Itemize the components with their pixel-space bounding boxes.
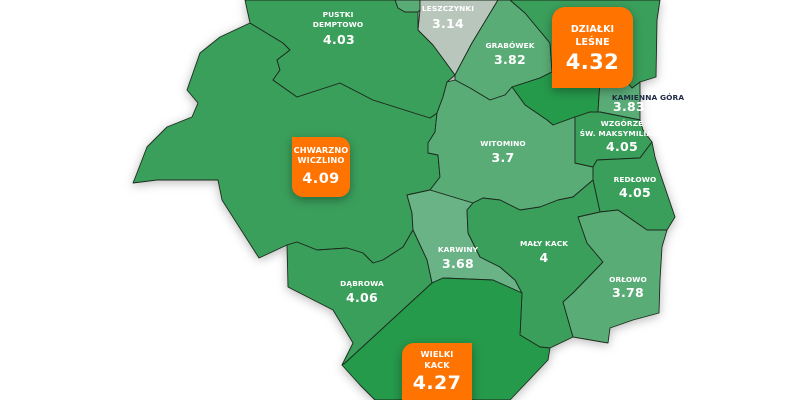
label-chwarzno-line1: CHWARZNO xyxy=(293,144,349,155)
value-maly-kack: 4 xyxy=(540,250,549,265)
value-pustki-demptowo: 4.03 xyxy=(323,32,355,47)
region-wielki-kack[interactable] xyxy=(341,277,551,400)
value-orlowo: 3.78 xyxy=(612,285,644,300)
label-pustki-demptowo-line1: PUSTKI xyxy=(323,10,354,19)
district-labels: PUSTKI DEMPTOWO 4.03 LESZCZYNKI 3.14 GRA… xyxy=(313,4,685,305)
value-leszczynki: 3.14 xyxy=(432,16,464,31)
label-witomino: WITOMINO xyxy=(480,139,526,148)
value-karwiny: 3.68 xyxy=(442,256,474,271)
label-pustki-demptowo-line2: DEMPTOWO xyxy=(313,20,364,29)
value-kamienna-gora: 3.83 xyxy=(613,99,645,114)
label-kamienna-gora: KAMIENNA GÓRA xyxy=(612,93,685,102)
region-wzgorze-sw-maksymiliana[interactable] xyxy=(574,111,653,168)
highlight-box-wielki-kack[interactable]: WIELKI KACK 4.27 xyxy=(402,343,472,400)
value-witomino: 3.7 xyxy=(491,150,514,165)
label-maly-kack: MAŁY KACK xyxy=(520,239,568,248)
value-dzialki-lesne: 4.32 xyxy=(565,49,620,74)
label-karwiny: KARWINY xyxy=(438,245,479,254)
highlight-box-dzialki-lesne[interactable]: DZIAŁKI LEŚNE 4.32 xyxy=(552,7,633,88)
label-redlowo: REDŁOWO xyxy=(614,175,657,184)
label-dzialki-lesne-line2: LEŚNE xyxy=(575,36,610,48)
label-grabowek: GRABÓWEK xyxy=(485,41,534,50)
value-grabowek: 3.82 xyxy=(494,52,526,67)
label-dabrowa: DĄBROWA xyxy=(340,279,384,288)
label-leszczynki: LESZCZYNKI xyxy=(422,4,474,13)
highlight-box-chwarzno-wiczlino[interactable]: CHWARZNO WICZLINO 4.09 xyxy=(292,137,350,197)
label-wielki-kack-line1: WIELKI xyxy=(420,349,454,359)
label-wielki-kack-line2: KACK xyxy=(424,359,450,370)
value-wielki-kack: 4.27 xyxy=(412,372,462,394)
region-dabrowa[interactable] xyxy=(286,229,433,366)
label-chwarzno-line2: WICZLINO xyxy=(297,155,345,165)
label-orlowo: ORŁOWO xyxy=(609,275,647,284)
value-chwarzno-wiczlino: 4.09 xyxy=(302,170,340,187)
value-wzgorze: 4.05 xyxy=(606,139,638,154)
label-dzialki-lesne-line1: DZIAŁKI xyxy=(570,23,615,35)
label-wzgorze-line2: ŚW. MAKSYMILIANA xyxy=(580,129,665,138)
value-dabrowa: 4.06 xyxy=(346,290,378,305)
region-small-top[interactable] xyxy=(394,0,421,13)
region-orlowo[interactable] xyxy=(562,209,668,344)
label-wzgorze-line1: WZGÓRZE xyxy=(601,119,644,128)
value-redlowo: 4.05 xyxy=(619,185,651,200)
